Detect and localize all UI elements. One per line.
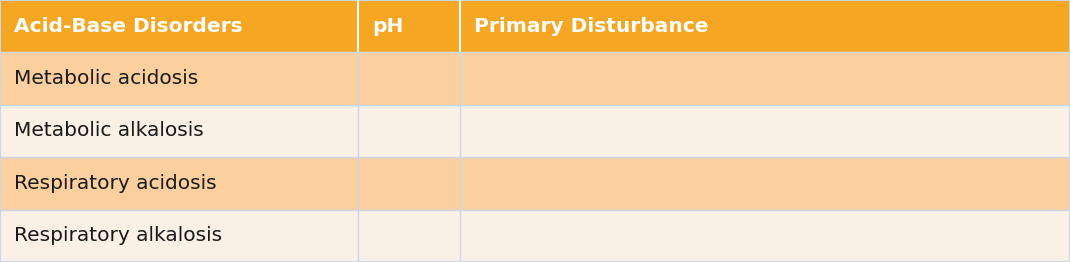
Text: Respiratory acidosis: Respiratory acidosis [14, 174, 216, 193]
Bar [358, 105, 460, 157]
Text: Respiratory alkalosis: Respiratory alkalosis [14, 226, 223, 245]
Bar [358, 210, 460, 262]
Bar [358, 0, 460, 52]
Bar [358, 52, 460, 105]
Bar [460, 157, 1070, 210]
Text: Metabolic alkalosis: Metabolic alkalosis [14, 122, 203, 140]
Bar [0, 105, 358, 157]
Bar [358, 157, 460, 210]
Bar [460, 210, 1070, 262]
Bar [460, 105, 1070, 157]
Bar [0, 157, 358, 210]
Bar [460, 0, 1070, 52]
Text: Acid-Base Disorders: Acid-Base Disorders [14, 17, 243, 36]
Bar [460, 52, 1070, 105]
Bar [0, 210, 358, 262]
Bar [0, 0, 358, 52]
Text: Metabolic acidosis: Metabolic acidosis [14, 69, 198, 88]
Bar [0, 52, 358, 105]
Text: Primary Disturbance: Primary Disturbance [474, 17, 708, 36]
Text: pH: pH [372, 17, 403, 36]
